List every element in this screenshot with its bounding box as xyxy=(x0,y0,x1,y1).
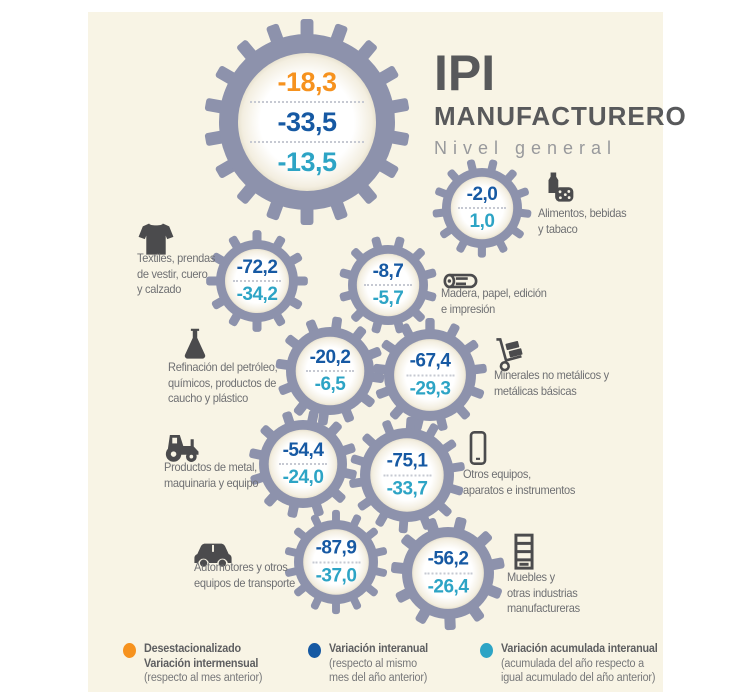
sector-label-automotores: Automotores y otros equipos de transporte xyxy=(194,560,295,590)
legend-text: Variación interanual (respecto al mismo me… xyxy=(329,643,428,684)
title-block: IPI MANUFACTURERO Nivel general xyxy=(434,45,687,159)
main-gear-values: -18,3 -33,5 -13,5 xyxy=(203,18,411,226)
flask-icon xyxy=(176,325,214,363)
sector-label-madera: Madera, papel, edición e impresión xyxy=(441,286,547,316)
main-intermensual-value: -18,3 xyxy=(277,66,337,97)
gear-values: -20,2 -6,5 xyxy=(274,315,386,427)
legend-dot xyxy=(123,643,136,658)
gear-otros_equipos: -75,1 -33,7 xyxy=(348,416,467,535)
dotted-divider xyxy=(279,463,327,465)
page-subtitle: MANUFACTURERO xyxy=(434,101,687,131)
phone-icon xyxy=(458,428,498,468)
interanual-value: -87,9 xyxy=(315,537,357,559)
sweater-icon xyxy=(134,218,178,262)
gear-values: -2,0 1,0 xyxy=(431,157,533,259)
gear-values: -67,4 -29,3 xyxy=(372,317,489,434)
gear-values: -56,2 -26,4 xyxy=(390,515,507,632)
dotted-divider xyxy=(312,561,360,563)
gear-automotores: -87,9 -37,0 xyxy=(283,509,390,616)
sector-label-alimentos: Alimentos, bebidas y tabaco xyxy=(538,206,627,236)
shelf-icon xyxy=(502,530,546,574)
interanual-value: -20,2 xyxy=(309,346,351,368)
legend-text: Desestacionalizado Variación intermensual… xyxy=(144,643,263,684)
car-icon xyxy=(190,530,236,576)
page-title: IPI xyxy=(434,45,496,101)
sector-label-muebles: Muebles y otras industrias manufactureras xyxy=(507,570,580,615)
interanual-value: -56,2 xyxy=(427,548,469,570)
gear-metal: -54,4 -24,0 xyxy=(247,408,359,520)
tractor-icon xyxy=(160,424,204,468)
legend-item-2: Variación acumulada interanual (acumulada… xyxy=(480,642,668,686)
legend-text: Variación acumulada interanual (acumulada… xyxy=(501,643,658,684)
dotted-divider xyxy=(364,284,412,286)
dotted-divider xyxy=(306,370,354,372)
sector-label-minerales: Minerales no metálicos y metálicas básica… xyxy=(494,368,609,398)
dotted-divider xyxy=(250,100,364,103)
acumulada-value: -5,7 xyxy=(372,288,404,309)
legend-dot xyxy=(308,643,321,658)
food-icon xyxy=(538,168,580,210)
gear-alimentos: -2,0 1,0 xyxy=(431,157,533,259)
gear-muebles: -56,2 -26,4 xyxy=(390,515,507,632)
acumulada-value: -24,0 xyxy=(282,467,324,488)
dotted-divider xyxy=(383,474,431,476)
acumulada-value: -26,4 xyxy=(427,576,469,597)
dotted-divider xyxy=(233,280,281,282)
acumulada-value: -37,0 xyxy=(315,565,357,586)
acumulada-value: -6,5 xyxy=(314,374,346,395)
dotted-divider xyxy=(424,572,472,574)
dotted-divider xyxy=(458,207,506,209)
gear-values: -75,1 -33,7 xyxy=(348,416,467,535)
gear-refinacion: -20,2 -6,5 xyxy=(274,315,386,427)
acumulada-value: -34,2 xyxy=(236,284,278,305)
gear-minerales: -67,4 -29,3 xyxy=(372,317,489,434)
interanual-value: -54,4 xyxy=(282,439,324,461)
interanual-value: -72,2 xyxy=(236,256,278,278)
acumulada-value: -33,7 xyxy=(386,478,428,499)
gear-values: -72,2 -34,2 xyxy=(205,229,309,333)
gear-graphic xyxy=(204,19,410,225)
main-gear: -18,3 -33,5 -13,5 xyxy=(203,18,411,226)
acumulada-value: 1,0 xyxy=(469,211,495,232)
interanual-value: -8,7 xyxy=(372,260,404,282)
main-acumulada-value: -13,5 xyxy=(277,147,337,178)
sector-label-otros_equipos: Otros equipos, aparatos e instrumentos xyxy=(463,467,576,497)
legend-item-1: Variación interanual (respecto al mismo me… xyxy=(308,642,434,686)
gear-values: -87,9 -37,0 xyxy=(283,509,390,616)
dotted-divider xyxy=(250,141,364,144)
legend-dot xyxy=(480,643,493,658)
gear-textiles: -72,2 -34,2 xyxy=(205,229,309,333)
gear-madera: -8,7 -5,7 xyxy=(337,234,439,336)
log-icon xyxy=(438,260,480,302)
sector-label-refinacion: Refinación del petróleo, químicos, produc… xyxy=(168,360,278,405)
legend-item-0: Desestacionalizado Variación intermensual… xyxy=(123,642,270,686)
gear-values: -8,7 -5,7 xyxy=(337,234,439,336)
interanual-value: -2,0 xyxy=(466,183,498,205)
main-interanual-value: -33,5 xyxy=(277,106,337,137)
acumulada-value: -29,3 xyxy=(409,378,451,399)
dotted-divider xyxy=(406,374,454,376)
page-tagline: Nivel general xyxy=(434,138,618,158)
handtruck-icon xyxy=(488,334,530,376)
sector-label-textiles: Textiles, prendas de vestir, cuero y calza… xyxy=(137,251,216,296)
interanual-value: -67,4 xyxy=(409,350,451,372)
sector-label-metal: Productos de metal, maquinaria y equipo xyxy=(164,460,259,490)
interanual-value: -75,1 xyxy=(386,450,428,472)
gear-values: -54,4 -24,0 xyxy=(247,408,359,520)
